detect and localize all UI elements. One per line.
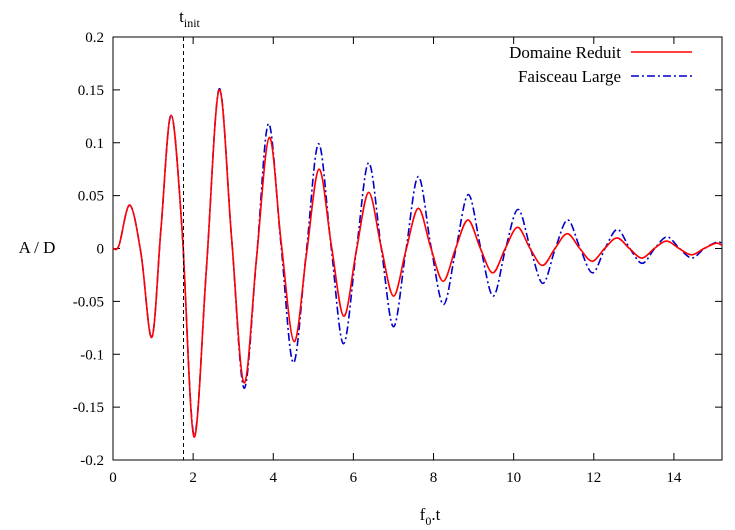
legend-label-faisceau-large: Faisceau Large	[518, 67, 621, 86]
series-line-faisceau-large	[112, 88, 723, 436]
x-tick-label: 4	[270, 470, 278, 486]
x-axis-label: f0.t	[420, 505, 441, 528]
t-init-label: tinit	[179, 7, 200, 30]
series-layer	[112, 88, 723, 438]
t-init-sub: init	[184, 16, 201, 30]
x-tick-label: 2	[189, 470, 197, 486]
y-tick-label: 0.2	[85, 30, 104, 46]
x-tick-label: 6	[350, 470, 358, 486]
x-tick-label: 10	[506, 470, 521, 486]
x-tick-label: 8	[430, 470, 438, 486]
series-line-domaine-reduit	[112, 89, 723, 438]
x-tick-label: 12	[586, 470, 601, 486]
x-axis-label-sub: 0	[425, 514, 431, 528]
y-tick-label: 0.1	[85, 136, 104, 152]
axes: 0 2 4 6 8 10 12 14 -0.2 -0.15 -0.1 -0.05 0 0.05 0.1 0.1…	[73, 30, 723, 486]
t-init-main: t	[179, 7, 184, 26]
annotation: tinit	[179, 7, 201, 460]
x-axis-label-suffix: .t	[431, 505, 440, 524]
x-axis-label-main: f	[420, 505, 426, 524]
legend-label-domaine-reduit: Domaine Reduit	[509, 43, 621, 62]
x-tick-label: 0	[109, 470, 117, 486]
legend: Domaine Reduit Faisceau Large	[509, 43, 692, 86]
x-tick-label: 14	[666, 470, 682, 486]
y-tick-label: -0.2	[80, 453, 104, 469]
y-tick-label: 0	[97, 242, 105, 258]
y-axis-label: A / D	[19, 238, 56, 257]
y-tick-label: -0.05	[73, 294, 104, 310]
y-tick-label: -0.1	[80, 347, 104, 363]
y-tick-label: 0.15	[78, 83, 104, 99]
y-tick-label: -0.15	[73, 400, 104, 416]
y-tick-label: 0.05	[78, 189, 104, 205]
